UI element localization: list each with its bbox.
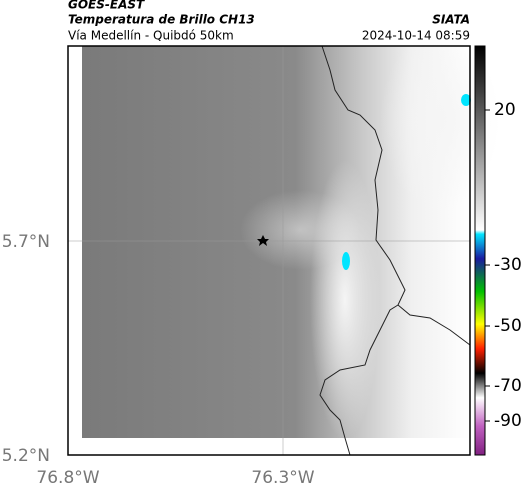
- colorbar-tick-label: -90: [494, 411, 522, 431]
- colorbar: 20 -30 -50 -70 -90: [474, 45, 522, 456]
- map: [67, 30, 500, 456]
- colorbar-tick-label: 20: [494, 100, 516, 120]
- header: GOES-EAST Temperatura de Brillo CH13 SIA…: [68, 0, 470, 43]
- axis-labels: 5.7°N 5.2°N 76.8°W 76.3°W: [2, 232, 315, 488]
- lat-label: 5.2°N: [2, 446, 50, 466]
- lat-label: 5.7°N: [2, 232, 50, 252]
- colorbar-tick-label: -50: [494, 316, 522, 336]
- lon-label: 76.3°W: [251, 468, 314, 488]
- lon-label: 76.8°W: [36, 468, 99, 488]
- colorbar-tick-label: -70: [494, 376, 522, 396]
- subtitle: Temperatura de Brillo CH13: [68, 13, 255, 27]
- route: Vía Medellín - Quibdó 50km: [68, 29, 234, 43]
- colorbar-tick-label: -30: [494, 255, 522, 275]
- title: GOES-EAST: [68, 0, 145, 12]
- source: SIATA: [432, 13, 470, 27]
